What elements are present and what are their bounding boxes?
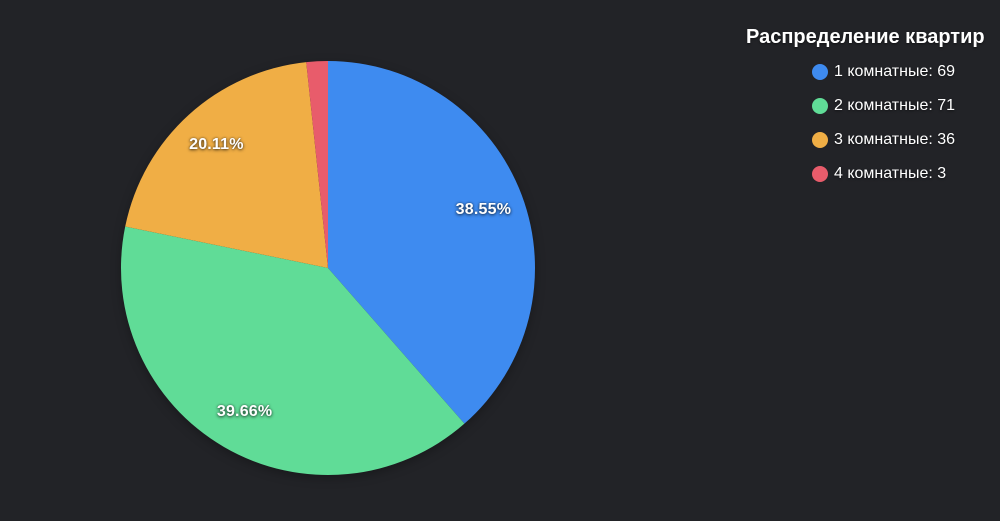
legend-item-label: 3 комнатные: 36 (834, 131, 956, 148)
legend-item-4-rooms[interactable]: 4 комнатные: 3 (812, 157, 985, 191)
legend-swatch-icon (812, 98, 828, 114)
pie-slice-2[interactable] (120, 226, 465, 476)
legend-swatch-icon (812, 132, 828, 148)
legend-item-label: 4 комнатные: 3 (834, 165, 947, 182)
pie-slice-3[interactable] (125, 62, 328, 269)
legend-items: 1 комнатные: 69 2 комнатные: 71 3 комнат… (812, 55, 985, 191)
legend-item-2-rooms[interactable]: 2 комнатные: 71 (812, 89, 985, 123)
legend-swatch-icon (812, 64, 828, 80)
legend-item-3-rooms[interactable]: 3 комнатные: 36 (812, 123, 985, 157)
chart-title: Распределение квартир (746, 26, 985, 48)
legend: Распределение квартир 1 комнатные: 69 2 … (746, 26, 985, 191)
pie-slice-1[interactable] (328, 60, 536, 424)
legend-swatch-icon (812, 166, 828, 182)
legend-item-label: 2 комнатные: 71 (834, 97, 956, 114)
legend-item-label: 1 комнатные: 69 (834, 63, 956, 80)
pie-slice-4[interactable] (306, 61, 328, 268)
legend-item-1-rooms[interactable]: 1 комнатные: 69 (812, 55, 985, 89)
